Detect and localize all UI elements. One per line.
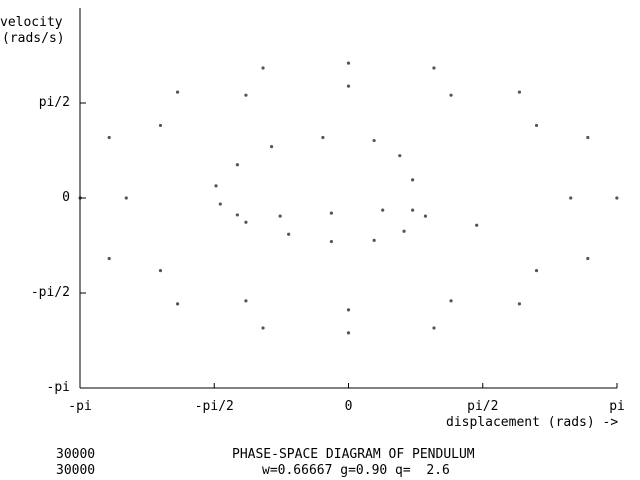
data-point <box>534 268 539 273</box>
data-point <box>402 229 406 233</box>
data-point <box>269 144 274 149</box>
x-tick-label: pi <box>609 399 625 414</box>
data-point <box>475 223 479 227</box>
data-point <box>235 163 239 167</box>
data-point <box>586 256 590 261</box>
data-point <box>346 331 351 335</box>
y-tick-label: pi/2 <box>38 94 70 110</box>
data-point <box>244 93 248 97</box>
x-tick-label: -pi <box>68 399 92 414</box>
iteration-counter-1: 30000 <box>56 447 96 462</box>
data-point <box>261 326 265 330</box>
x-tick-label: pi/2 <box>467 399 499 414</box>
x-axis-label: displacement (rads) -> <box>446 415 619 430</box>
data-point <box>329 211 334 215</box>
data-point <box>175 302 180 306</box>
iteration-counter-2: 30000 <box>56 463 96 478</box>
data-point <box>449 93 453 97</box>
data-point <box>261 66 265 70</box>
chart-subtitle: w=0.66667 g=0.90 q= 2.6 <box>262 463 450 478</box>
data-point <box>218 202 222 206</box>
data-point <box>124 196 128 200</box>
x-tick-label: 0 <box>344 399 353 414</box>
y-tick-label: -pi/2 <box>30 285 70 300</box>
data-point <box>534 123 539 128</box>
data-point <box>410 208 415 212</box>
y-tick-label: 0 <box>62 190 70 205</box>
data-point <box>107 256 111 261</box>
data-point <box>175 90 180 94</box>
y-axis-label-line2: (rads/s) <box>2 31 65 46</box>
y-axis-label-line1: velocity <box>0 15 63 30</box>
data-point <box>287 232 291 236</box>
data-point <box>329 239 334 244</box>
data-point <box>398 154 402 158</box>
data-point <box>372 138 376 143</box>
data-point <box>244 220 248 224</box>
chart-title: PHASE-SPACE DIAGRAM OF PENDULUM <box>232 447 475 462</box>
data-point <box>278 214 282 218</box>
data-point <box>586 135 590 140</box>
data-point <box>432 326 436 330</box>
x-tick-label: -pi/2 <box>194 399 234 414</box>
data-point <box>372 238 376 242</box>
data-point <box>423 214 428 218</box>
data-point <box>235 213 239 217</box>
data-point <box>615 196 619 200</box>
data-point <box>107 135 111 140</box>
data-point <box>410 178 415 182</box>
data-point <box>346 308 351 312</box>
data-point <box>449 299 453 303</box>
data-point <box>158 268 163 273</box>
data-point <box>432 66 436 70</box>
y-tick-label: -pi <box>46 380 70 395</box>
data-point <box>244 299 248 303</box>
data-point <box>346 61 351 65</box>
data-point <box>517 302 522 306</box>
data-point <box>569 196 573 200</box>
data-point <box>517 90 522 94</box>
data-point <box>158 123 163 128</box>
data-point <box>214 184 218 188</box>
data-point <box>321 135 325 140</box>
data-point <box>346 84 351 88</box>
data-point <box>381 208 385 212</box>
